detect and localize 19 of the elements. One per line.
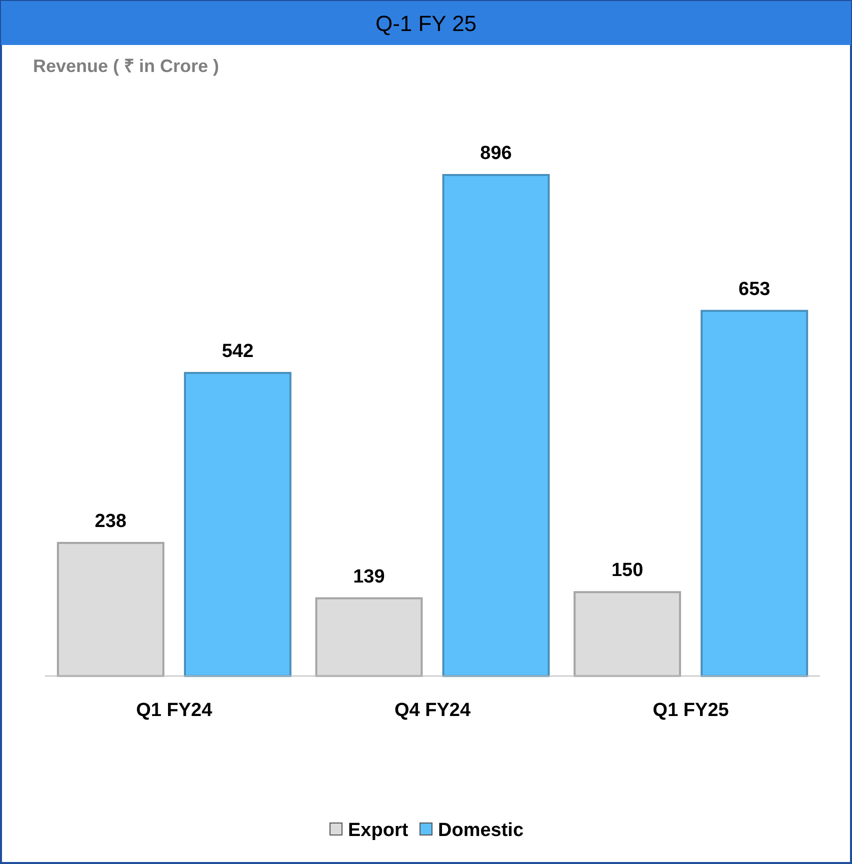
data-label: 653 [738, 278, 770, 300]
bar [56, 542, 164, 677]
bar [442, 174, 550, 677]
bar [184, 372, 292, 677]
data-label: 150 [611, 560, 644, 582]
data-label: 896 [480, 143, 512, 164]
bar [700, 310, 808, 677]
legend-label: Domestic [438, 820, 524, 841]
chart-subtitle: Revenue ( ₹ in Crore ) [33, 56, 220, 76]
chart-title: Q-1 FY 25 [375, 11, 477, 36]
legend-label: Export [348, 820, 409, 841]
x-tick-label: Q1 FY24 [136, 700, 213, 721]
data-label: 542 [222, 340, 254, 362]
data-label: 238 [94, 510, 126, 532]
data-label: 139 [353, 566, 385, 588]
x-tick-label: Q4 FY24 [394, 700, 471, 721]
x-tick-label: Q1 FY25 [652, 700, 730, 721]
bar [574, 591, 682, 677]
bar [315, 597, 423, 677]
